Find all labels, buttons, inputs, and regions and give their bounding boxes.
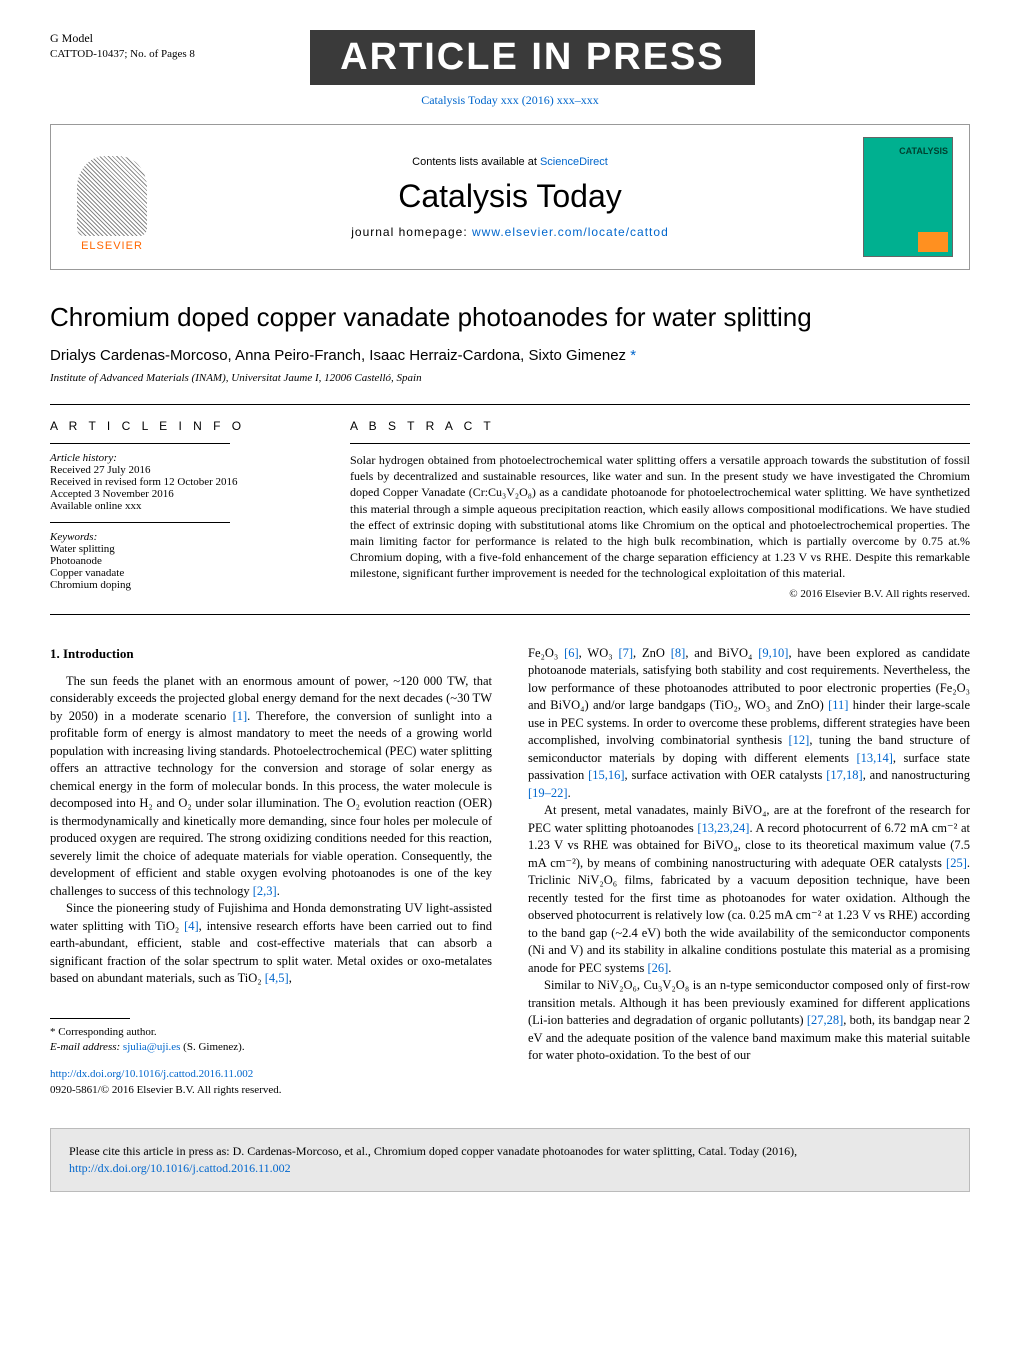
divider-top — [50, 404, 970, 405]
revised-date: Received in revised form 12 October 2016 — [50, 476, 310, 488]
email-line: E-mail address: sjulia@uji.es (S. Gimene… — [50, 1040, 492, 1055]
journal-cover-thumb: CATALYSIS — [863, 137, 953, 257]
elsevier-text: ELSEVIER — [81, 240, 143, 252]
abstract-col: A B S T R A C T Solar hydrogen obtained … — [350, 419, 970, 600]
sciencedirect-link[interactable]: ScienceDirect — [540, 156, 608, 168]
keyword-2: Photoanode — [50, 555, 310, 567]
catalysis-today-citation-link[interactable]: Catalysis Today xxx (2016) xxx–xxx — [50, 93, 970, 108]
email-label: E-mail address: — [50, 1041, 123, 1053]
ref-4[interactable]: [4] — [184, 919, 199, 933]
gmodel-ref: CATTOD-10437; No. of Pages 8 — [50, 47, 195, 62]
affiliation: Institute of Advanced Materials (INAM), … — [50, 372, 970, 384]
ref-6[interactable]: [6] — [564, 646, 579, 660]
article-title: Chromium doped copper vanadate photoanod… — [50, 302, 970, 333]
keywords-head: Keywords: — [50, 531, 310, 543]
keyword-3: Copper vanadate — [50, 567, 310, 579]
footnote-area: * Corresponding author. E-mail address: … — [50, 1018, 492, 1056]
journal-header-box: ELSEVIER Contents lists available at Sci… — [50, 124, 970, 270]
page-header: G Model CATTOD-10437; No. of Pages 8 ART… — [50, 30, 970, 85]
ref-1[interactable]: [1] — [233, 709, 248, 723]
email-suffix: (S. Gimenez). — [180, 1041, 244, 1053]
ref-4-5[interactable]: [4,5] — [265, 971, 289, 985]
cover-thumb-title: CATALYSIS — [899, 146, 948, 156]
journal-homepage-link[interactable]: www.elsevier.com/locate/cattod — [472, 225, 669, 239]
col2-para-1: Fe₂O₃ [6], WO₃ [7], ZnO [8], and BiVO₄ [… — [528, 645, 970, 803]
contents-prefix: Contents lists available at — [412, 156, 540, 168]
gmodel-label: G Model — [50, 30, 195, 47]
col2-para-3: Similar to NiV₂O₆, Cu₃V₂O₈ is an n-type … — [528, 977, 970, 1065]
doi-area: http://dx.doi.org/10.1016/j.cattod.2016.… — [50, 1067, 492, 1098]
ref-2-3[interactable]: [2,3] — [253, 884, 277, 898]
accepted-date: Accepted 3 November 2016 — [50, 488, 310, 500]
body-col-left: 1. Introduction The sun feeds the planet… — [50, 645, 492, 1099]
issn-copyright: 0920-5861/© 2016 Elsevier B.V. All right… — [50, 1083, 492, 1098]
corresponding-asterisk: * — [626, 347, 636, 364]
elsevier-logo: ELSEVIER — [67, 142, 157, 252]
authors-line: Drialys Cardenas-Morcoso, Anna Peiro-Fra… — [50, 347, 970, 364]
ref-13-23-24[interactable]: [13,23,24] — [697, 821, 749, 835]
divider-bottom — [50, 614, 970, 615]
ref-11[interactable]: [11] — [828, 698, 848, 712]
article-info-col: A R T I C L E I N F O Article history: R… — [50, 419, 310, 600]
ref-25[interactable]: [25] — [946, 856, 967, 870]
corresponding-author-note: * Corresponding author. — [50, 1025, 492, 1040]
journal-center: Contents lists available at ScienceDirec… — [173, 156, 847, 239]
citation-box: Please cite this article in press as: D.… — [50, 1128, 970, 1192]
elsevier-tree-icon — [77, 156, 147, 236]
gmodel-block: G Model CATTOD-10437; No. of Pages 8 — [50, 30, 195, 62]
journal-homepage-line: journal homepage: www.elsevier.com/locat… — [173, 225, 847, 239]
intro-para-2: Since the pioneering study of Fujishima … — [50, 900, 492, 988]
ref-15-16[interactable]: [15,16] — [588, 768, 624, 782]
body-columns: 1. Introduction The sun feeds the planet… — [50, 645, 970, 1099]
section-1-heading: 1. Introduction — [50, 645, 492, 663]
info-abstract-row: A R T I C L E I N F O Article history: R… — [50, 419, 970, 600]
keyword-4: Chromium doping — [50, 579, 310, 591]
contents-lists-line: Contents lists available at ScienceDirec… — [173, 156, 847, 168]
article-info-heading: A R T I C L E I N F O — [50, 419, 310, 433]
doi-link[interactable]: http://dx.doi.org/10.1016/j.cattod.2016.… — [50, 1067, 492, 1082]
ref-12[interactable]: [12] — [789, 733, 810, 747]
ref-8[interactable]: [8] — [671, 646, 686, 660]
ref-19-22[interactable]: [19–22] — [528, 786, 568, 800]
col2-para-2: At present, metal vanadates, mainly BiVO… — [528, 802, 970, 977]
body-col-right: Fe₂O₃ [6], WO₃ [7], ZnO [8], and BiVO₄ [… — [528, 645, 970, 1099]
abstract-copyright: © 2016 Elsevier B.V. All rights reserved… — [350, 588, 970, 600]
ref-7[interactable]: [7] — [618, 646, 633, 660]
ref-26[interactable]: [26] — [647, 961, 668, 975]
cite-doi-link[interactable]: http://dx.doi.org/10.1016/j.cattod.2016.… — [69, 1161, 291, 1175]
abstract-heading: A B S T R A C T — [350, 419, 970, 433]
article-in-press-banner: ARTICLE IN PRESS — [310, 30, 755, 85]
abstract-text: Solar hydrogen obtained from photoelectr… — [350, 452, 970, 582]
ref-17-18[interactable]: [17,18] — [826, 768, 862, 782]
online-date: Available online xxx — [50, 500, 310, 512]
intro-para-1: The sun feeds the planet with an enormou… — [50, 673, 492, 901]
ref-13-14[interactable]: [13,14] — [856, 751, 892, 765]
homepage-prefix: journal homepage: — [351, 225, 472, 239]
author-email[interactable]: sjulia@uji.es — [123, 1041, 181, 1053]
ref-9-10[interactable]: [9,10] — [758, 646, 788, 660]
received-date: Received 27 July 2016 — [50, 464, 310, 476]
journal-name: Catalysis Today — [173, 178, 847, 215]
cite-prefix: Please cite this article in press as: D.… — [69, 1144, 797, 1158]
keyword-1: Water splitting — [50, 543, 310, 555]
article-history-head: Article history: — [50, 452, 310, 464]
authors-names: Drialys Cardenas-Morcoso, Anna Peiro-Fra… — [50, 347, 626, 364]
cover-thumb-accent — [918, 232, 948, 252]
ref-27-28[interactable]: [27,28] — [807, 1013, 843, 1027]
